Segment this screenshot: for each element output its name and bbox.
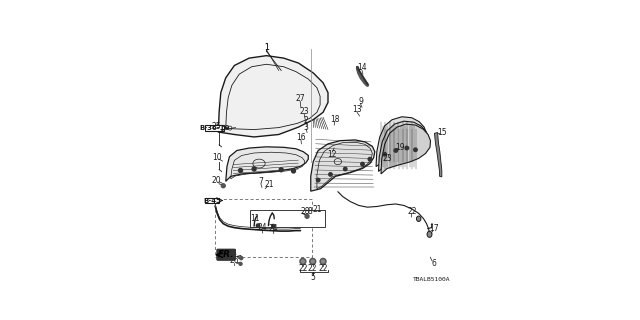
Circle shape: [321, 260, 324, 263]
Text: FR.: FR.: [218, 250, 234, 259]
Circle shape: [305, 214, 309, 218]
Circle shape: [413, 148, 417, 151]
Text: 25: 25: [212, 122, 221, 131]
Circle shape: [239, 169, 243, 172]
Ellipse shape: [417, 216, 421, 221]
Text: 19: 19: [395, 143, 404, 152]
Text: 21: 21: [264, 180, 274, 189]
Polygon shape: [381, 124, 431, 174]
Text: 11: 11: [251, 214, 260, 223]
Circle shape: [368, 157, 372, 161]
Text: 28: 28: [301, 207, 310, 216]
Text: 22: 22: [298, 264, 308, 273]
Text: 20: 20: [212, 176, 221, 185]
Text: 21: 21: [312, 205, 322, 214]
Circle shape: [252, 167, 256, 171]
Polygon shape: [311, 140, 375, 191]
Text: 14: 14: [357, 63, 367, 72]
Text: 13: 13: [352, 105, 362, 114]
Circle shape: [394, 149, 397, 152]
Text: 9: 9: [358, 97, 363, 106]
Circle shape: [256, 224, 260, 228]
Text: 7: 7: [259, 177, 264, 186]
FancyBboxPatch shape: [250, 210, 324, 228]
Text: 24: 24: [257, 223, 267, 232]
Text: 22: 22: [308, 264, 317, 273]
Circle shape: [221, 184, 225, 188]
Text: 23: 23: [383, 154, 392, 163]
Text: 10: 10: [212, 153, 221, 162]
Circle shape: [316, 178, 320, 182]
Circle shape: [361, 162, 364, 166]
Text: 12: 12: [328, 150, 337, 159]
Circle shape: [310, 259, 316, 264]
Text: 15: 15: [437, 128, 447, 137]
Text: 1: 1: [264, 43, 269, 52]
Circle shape: [301, 260, 305, 263]
Text: 8: 8: [308, 207, 312, 216]
Ellipse shape: [427, 231, 432, 237]
Circle shape: [271, 224, 275, 228]
Text: 2: 2: [304, 116, 308, 125]
Text: 5: 5: [310, 273, 315, 283]
Circle shape: [311, 260, 314, 263]
Circle shape: [383, 153, 387, 156]
Circle shape: [405, 146, 408, 150]
Text: 18: 18: [330, 115, 340, 124]
Text: TBALB5100A: TBALB5100A: [413, 277, 451, 282]
Circle shape: [300, 259, 306, 264]
Text: 6: 6: [431, 259, 436, 268]
Text: 23: 23: [300, 107, 309, 116]
Polygon shape: [376, 117, 427, 166]
Circle shape: [292, 169, 296, 173]
Text: 22: 22: [407, 207, 417, 216]
Text: 27: 27: [295, 94, 305, 103]
Text: B-36-10: B-36-10: [199, 125, 230, 131]
Circle shape: [240, 257, 243, 260]
Circle shape: [279, 168, 283, 172]
Polygon shape: [226, 147, 308, 181]
Circle shape: [320, 259, 326, 264]
Text: 22: 22: [318, 264, 328, 273]
Circle shape: [344, 167, 347, 171]
Text: 3: 3: [304, 123, 308, 132]
Polygon shape: [218, 56, 328, 137]
Circle shape: [329, 173, 332, 176]
Text: 16: 16: [296, 133, 306, 142]
FancyBboxPatch shape: [205, 197, 220, 204]
Text: 17: 17: [429, 224, 439, 233]
Polygon shape: [378, 121, 429, 172]
Polygon shape: [435, 132, 442, 177]
Text: 1: 1: [264, 43, 269, 52]
Polygon shape: [356, 66, 369, 85]
Text: 24: 24: [269, 224, 278, 233]
Text: 4: 4: [232, 249, 237, 258]
Text: B-45: B-45: [203, 197, 221, 204]
FancyBboxPatch shape: [205, 125, 224, 131]
Text: 26: 26: [230, 256, 239, 265]
Circle shape: [239, 262, 242, 265]
